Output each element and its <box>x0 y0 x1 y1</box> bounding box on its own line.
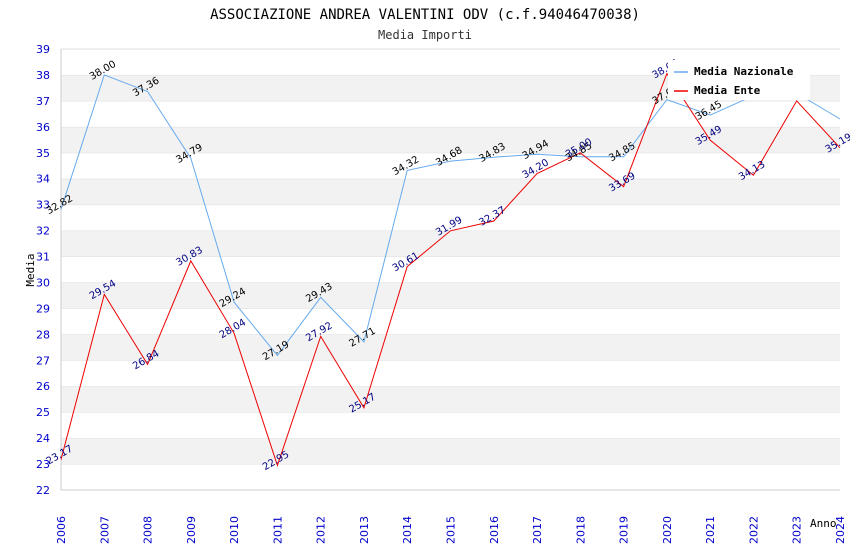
grid-bands <box>61 49 840 490</box>
grid-band <box>61 412 840 438</box>
y-tick-label: 35 <box>36 147 50 160</box>
x-tick-label: 2015 <box>445 516 458 544</box>
legend-label-nazionale: Media Nazionale <box>694 65 794 78</box>
x-tick-label: 2017 <box>531 516 544 544</box>
x-axis-label: Anno <box>810 517 837 530</box>
chart-subtitle: Media Importi <box>378 28 472 42</box>
grid-band <box>61 179 840 205</box>
x-tick-label: 2014 <box>401 516 414 544</box>
y-tick-label: 25 <box>36 406 50 419</box>
grid-band <box>61 386 840 412</box>
x-tick-label: 2023 <box>791 516 804 544</box>
y-tick-label: 27 <box>36 354 50 367</box>
y-tick-label: 30 <box>36 276 50 289</box>
grid-band <box>61 438 840 464</box>
y-tick-label: 29 <box>36 302 50 315</box>
chart-title: ASSOCIAZIONE ANDREA VALENTINI ODV (c.f.9… <box>210 7 640 23</box>
x-tick-label: 2013 <box>358 516 371 544</box>
x-tick-label: 2021 <box>704 516 717 544</box>
grid-band <box>61 282 840 308</box>
y-tick-label: 38 <box>36 69 50 82</box>
x-tick-label: 2007 <box>98 516 111 544</box>
x-tick-label: 2009 <box>185 516 198 544</box>
y-tick-label: 31 <box>36 251 50 264</box>
y-tick-label: 28 <box>36 328 50 341</box>
y-tick-label: 32 <box>36 225 50 238</box>
x-tick-label: 2020 <box>661 516 674 544</box>
x-tick-label: 2012 <box>315 516 328 544</box>
legend: Media Nazionale Media Ente <box>668 60 810 100</box>
grid-band <box>61 101 840 127</box>
grid-band <box>61 308 840 334</box>
grid-band <box>61 334 840 360</box>
x-tick-label: 2011 <box>271 516 284 544</box>
x-tick-label: 2016 <box>488 516 501 544</box>
x-tick-label: 2018 <box>574 516 587 544</box>
y-tick-label: 24 <box>36 432 50 445</box>
y-tick-label: 39 <box>36 43 50 56</box>
grid-band <box>61 464 840 490</box>
y-axis-label: Media <box>24 253 37 286</box>
x-axis-ticks: 2006 2007 2008 2009 2010 2011 2012 2013 2014 2015… <box>55 516 847 544</box>
line-chart: ASSOCIAZIONE ANDREA VALENTINI ODV (c.f.9… <box>0 0 850 550</box>
legend-label-ente: Media Ente <box>694 84 761 97</box>
y-tick-label: 34 <box>36 173 50 186</box>
x-tick-label: 2019 <box>618 516 631 544</box>
grid-band <box>61 360 840 386</box>
y-tick-label: 37 <box>36 95 50 108</box>
grid-band <box>61 231 840 257</box>
x-tick-label: 2022 <box>747 516 760 544</box>
x-tick-label: 2008 <box>142 516 155 544</box>
y-tick-label: 22 <box>36 484 50 497</box>
x-tick-label: 2006 <box>55 516 68 544</box>
y-tick-label: 36 <box>36 121 50 134</box>
x-tick-label: 2010 <box>228 516 241 544</box>
y-tick-label: 26 <box>36 380 50 393</box>
